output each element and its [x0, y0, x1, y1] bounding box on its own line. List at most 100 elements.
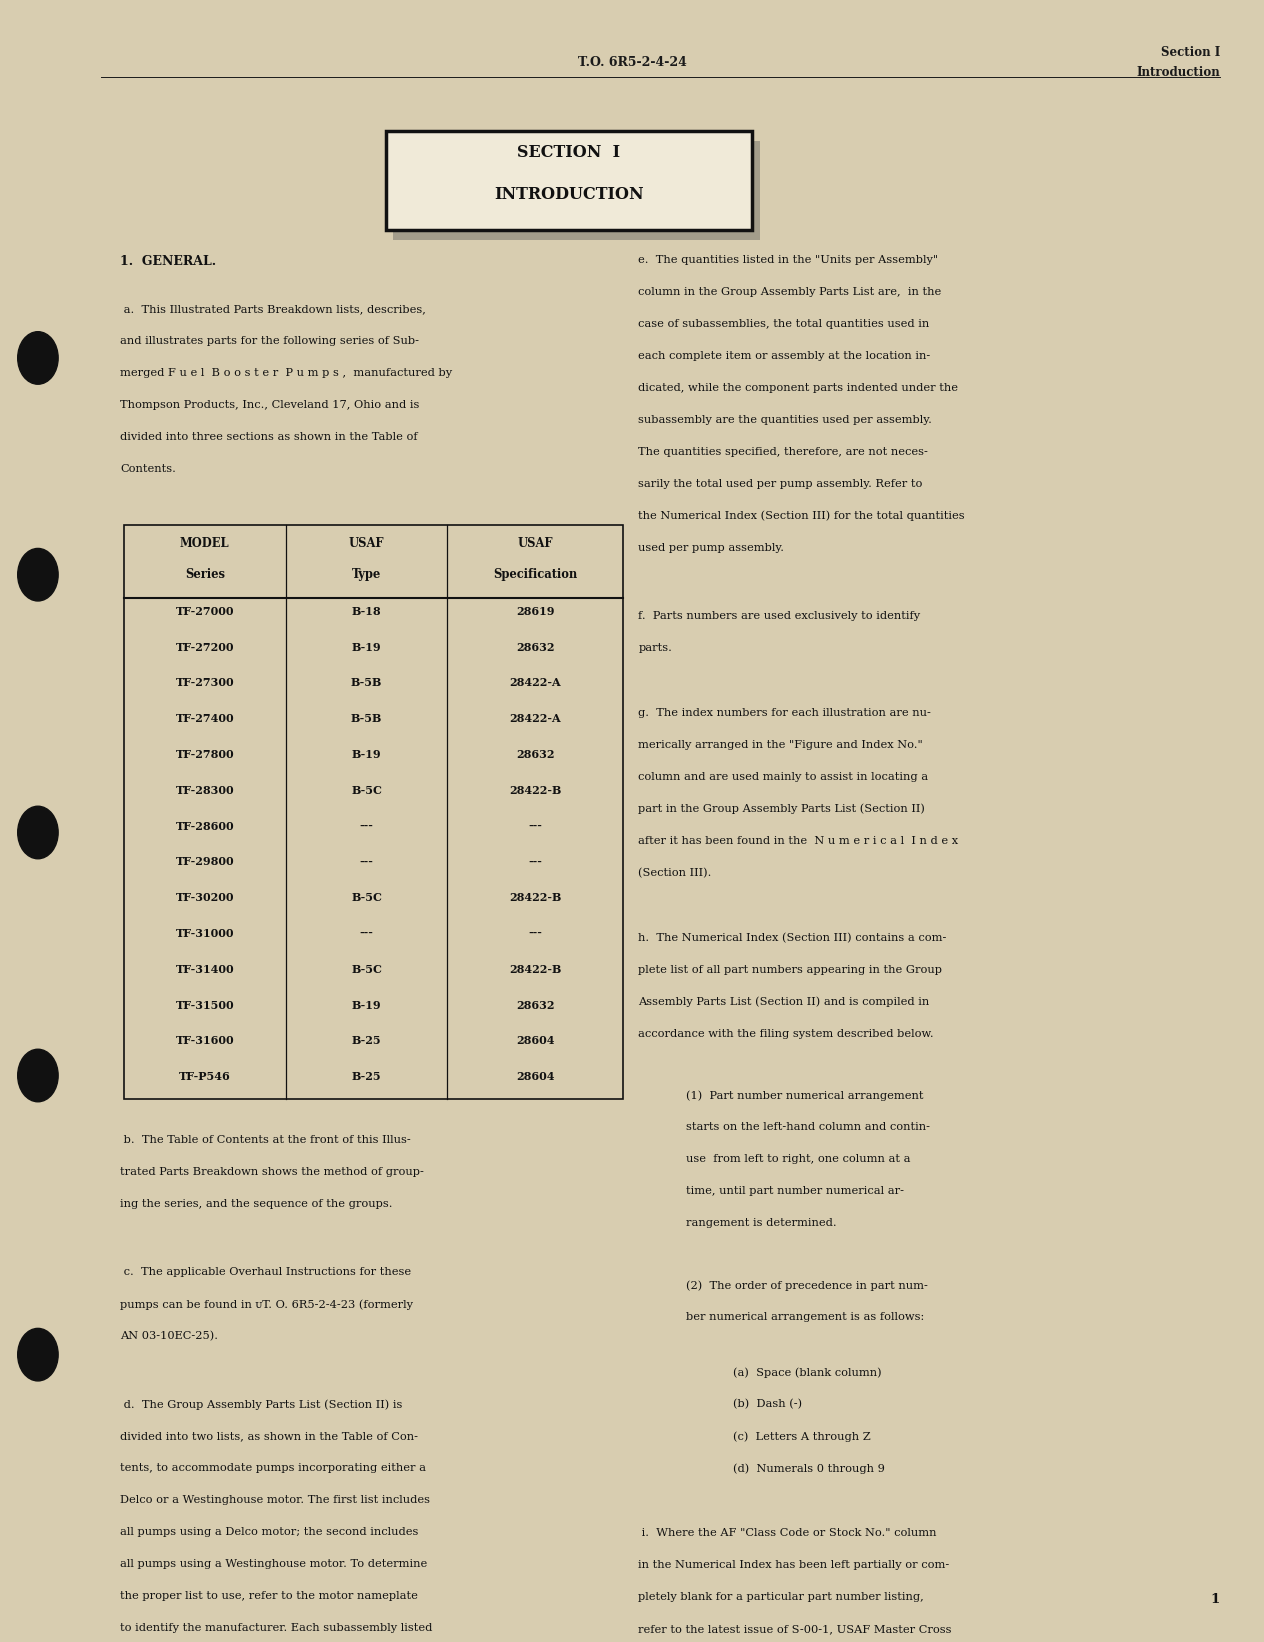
Text: B-19: B-19 [351, 1000, 382, 1010]
Text: B-5C: B-5C [351, 964, 382, 975]
Text: SECTION  I: SECTION I [517, 144, 621, 161]
Text: Section I: Section I [1160, 46, 1220, 59]
Text: USAF: USAF [349, 537, 384, 550]
Text: TF-29800: TF-29800 [176, 857, 234, 867]
Text: (c)  Letters A through Z: (c) Letters A through Z [733, 1430, 871, 1442]
Text: and illustrates parts for the following series of Sub-: and illustrates parts for the following … [120, 335, 420, 346]
Text: 1: 1 [1211, 1593, 1220, 1606]
Text: used per pump assembly.: used per pump assembly. [638, 542, 785, 553]
Text: T.O. 6R5-2-4-24: T.O. 6R5-2-4-24 [578, 56, 686, 69]
Text: 28619: 28619 [516, 606, 555, 617]
Text: ber numerical arrangement is as follows:: ber numerical arrangement is as follows: [686, 1312, 924, 1322]
Text: subassembly are the quantities used per assembly.: subassembly are the quantities used per … [638, 414, 932, 425]
Bar [124, 525, 623, 1098]
Text: TF-31500: TF-31500 [176, 1000, 234, 1010]
Text: TF-27200: TF-27200 [176, 642, 234, 652]
Text: b.  The Table of Contents at the front of this Illus-: b. The Table of Contents at the front of… [120, 1135, 411, 1144]
Text: AN 03-10EC-25).: AN 03-10EC-25). [120, 1332, 219, 1342]
Text: USAF: USAF [517, 537, 554, 550]
Text: TF-P546: TF-P546 [179, 1071, 230, 1082]
Text: TF-30200: TF-30200 [176, 892, 234, 903]
Text: g.  The index numbers for each illustration are nu-: g. The index numbers for each illustrati… [638, 708, 932, 718]
Text: the proper list to use, refer to the motor nameplate: the proper list to use, refer to the mot… [120, 1591, 418, 1601]
Text: B-5C: B-5C [351, 785, 382, 796]
Text: MODEL: MODEL [179, 537, 230, 550]
Bar [386, 131, 752, 230]
Circle shape [18, 332, 58, 384]
Text: TF-27300: TF-27300 [176, 678, 234, 688]
Text: B-25: B-25 [351, 1036, 382, 1046]
Text: ---: --- [528, 928, 542, 939]
Text: 28632: 28632 [516, 749, 555, 760]
Text: case of subassemblies, the total quantities used in: case of subassemblies, the total quantit… [638, 319, 929, 328]
Text: after it has been found in the  N u m e r i c a l  I n d e x: after it has been found in the N u m e r… [638, 836, 958, 846]
Text: ---: --- [360, 857, 373, 867]
Text: ---: --- [360, 928, 373, 939]
Text: Type: Type [351, 568, 382, 581]
Text: column in the Group Assembly Parts List are,  in the: column in the Group Assembly Parts List … [638, 286, 942, 297]
Text: Specification: Specification [493, 568, 578, 581]
Text: d.  The Group Assembly Parts List (Section II) is: d. The Group Assembly Parts List (Sectio… [120, 1399, 402, 1410]
Text: trated Parts Breakdown shows the method of group-: trated Parts Breakdown shows the method … [120, 1167, 423, 1177]
Text: all pumps using a Delco motor; the second includes: all pumps using a Delco motor; the secon… [120, 1527, 418, 1537]
Text: Delco or a Westinghouse motor. The first list includes: Delco or a Westinghouse motor. The first… [120, 1496, 430, 1506]
Text: B-5B: B-5B [351, 713, 382, 724]
Text: i.  Where the AF "Class Code or Stock No." column: i. Where the AF "Class Code or Stock No.… [638, 1527, 937, 1539]
Text: use  from left to right, one column at a: use from left to right, one column at a [686, 1154, 911, 1164]
Text: tents, to accommodate pumps incorporating either a: tents, to accommodate pumps incorporatin… [120, 1463, 426, 1473]
Text: 28604: 28604 [516, 1036, 555, 1046]
Text: plete list of all part numbers appearing in the Group: plete list of all part numbers appearing… [638, 964, 943, 975]
Text: f.  Parts numbers are used exclusively to identify: f. Parts numbers are used exclusively to… [638, 611, 920, 621]
Text: Contents.: Contents. [120, 463, 176, 475]
Text: (b)  Dash (-): (b) Dash (-) [733, 1399, 803, 1409]
Text: 28632: 28632 [516, 642, 555, 652]
Text: TF-28300: TF-28300 [176, 785, 234, 796]
Text: in the Numerical Index has been left partially or com-: in the Numerical Index has been left par… [638, 1560, 949, 1570]
Text: merged F u e l  B o o s t e r  P u m p s ,  manufactured by: merged F u e l B o o s t e r P u m p s ,… [120, 368, 453, 378]
Text: (d)  Numerals 0 through 9: (d) Numerals 0 through 9 [733, 1463, 885, 1473]
Circle shape [18, 1328, 58, 1381]
Circle shape [18, 548, 58, 601]
Text: TF-31000: TF-31000 [176, 928, 234, 939]
Text: B-19: B-19 [351, 749, 382, 760]
Text: B-5C: B-5C [351, 892, 382, 903]
Text: the Numerical Index (Section III) for the total quantities: the Numerical Index (Section III) for th… [638, 511, 964, 521]
Text: to identify the manufacturer. Each subassembly listed: to identify the manufacturer. Each subas… [120, 1624, 432, 1634]
Text: dicated, while the component parts indented under the: dicated, while the component parts inden… [638, 383, 958, 392]
Text: 28422-B: 28422-B [509, 785, 561, 796]
Text: 1.  GENERAL.: 1. GENERAL. [120, 255, 216, 268]
Text: TF-27000: TF-27000 [176, 606, 234, 617]
Text: e.  The quantities listed in the "Units per Assembly": e. The quantities listed in the "Units p… [638, 255, 938, 264]
Text: TF-27800: TF-27800 [176, 749, 234, 760]
Text: TF-27400: TF-27400 [176, 713, 234, 724]
Text: ---: --- [528, 821, 542, 831]
Text: B-25: B-25 [351, 1071, 382, 1082]
Text: Introduction: Introduction [1136, 66, 1220, 79]
Text: a.  This Illustrated Parts Breakdown lists, describes,: a. This Illustrated Parts Breakdown list… [120, 304, 426, 314]
Text: divided into two lists, as shown in the Table of Con-: divided into two lists, as shown in the … [120, 1432, 418, 1442]
Text: merically arranged in the "Figure and Index No.": merically arranged in the "Figure and In… [638, 739, 923, 750]
Text: divided into three sections as shown in the Table of: divided into three sections as shown in … [120, 432, 417, 442]
Text: 28422-A: 28422-A [509, 678, 561, 688]
Text: time, until part number numerical ar-: time, until part number numerical ar- [686, 1186, 904, 1197]
Text: B-19: B-19 [351, 642, 382, 652]
Text: parts.: parts. [638, 642, 672, 654]
Text: Assembly Parts List (Section II) and is compiled in: Assembly Parts List (Section II) and is … [638, 997, 929, 1007]
Text: refer to the latest issue of S-00-1, USAF Master Cross: refer to the latest issue of S-00-1, USA… [638, 1624, 952, 1634]
Text: The quantities specified, therefore, are not neces-: The quantities specified, therefore, are… [638, 447, 928, 456]
Text: TF-31400: TF-31400 [176, 964, 234, 975]
Text: Series: Series [185, 568, 225, 581]
Text: 28604: 28604 [516, 1071, 555, 1082]
Bar [393, 141, 760, 240]
Text: TF-28600: TF-28600 [176, 821, 234, 831]
Text: 28422-B: 28422-B [509, 964, 561, 975]
Text: (a)  Space (blank column): (a) Space (blank column) [733, 1366, 882, 1378]
Text: (2)  The order of precedence in part num-: (2) The order of precedence in part num- [686, 1279, 928, 1291]
Text: accordance with the filing system described below.: accordance with the filing system descri… [638, 1028, 934, 1039]
Circle shape [18, 1049, 58, 1102]
Text: all pumps using a Westinghouse motor. To determine: all pumps using a Westinghouse motor. To… [120, 1560, 427, 1570]
Text: starts on the left-hand column and contin-: starts on the left-hand column and conti… [686, 1121, 930, 1133]
Text: h.  The Numerical Index (Section III) contains a com-: h. The Numerical Index (Section III) con… [638, 933, 947, 943]
Text: 28632: 28632 [516, 1000, 555, 1010]
Text: pumps can be found in ᴜT. O. 6R5-2-4-23 (formerly: pumps can be found in ᴜT. O. 6R5-2-4-23 … [120, 1299, 413, 1310]
